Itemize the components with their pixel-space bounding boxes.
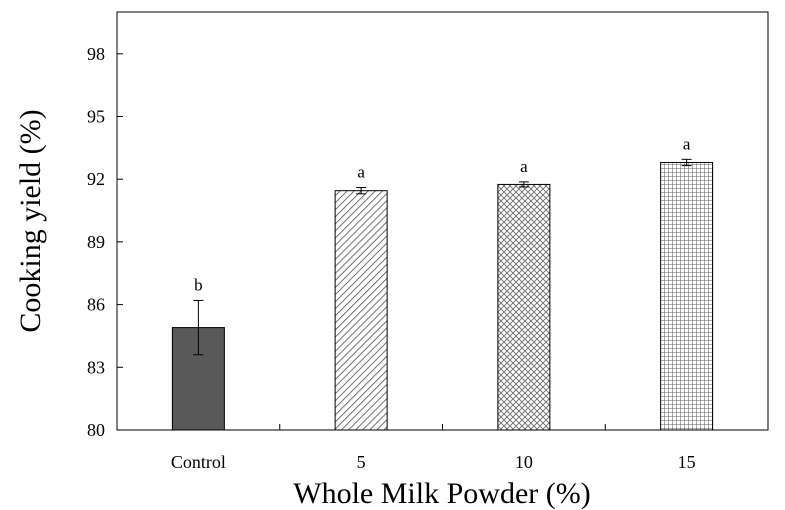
significance-letter: a — [520, 157, 528, 176]
significance-letter: b — [194, 275, 203, 294]
significance-letters: b a a a — [194, 134, 691, 294]
y-tick-label: 86 — [87, 295, 105, 315]
x-tick-label: Control — [171, 452, 226, 472]
x-axis: Control 5 10 15 — [171, 424, 696, 472]
significance-letter: a — [357, 163, 365, 182]
x-axis-title: Whole Milk Powder (%) — [293, 477, 590, 510]
error-bars — [193, 158, 692, 356]
y-axis: 80 83 86 89 92 95 98 — [87, 44, 123, 440]
bar — [334, 190, 388, 431]
y-tick-label: 92 — [87, 169, 105, 189]
x-tick-label: 10 — [515, 452, 533, 472]
bar — [497, 183, 551, 431]
y-tick-label: 83 — [87, 357, 105, 377]
y-tick-label: 80 — [87, 420, 105, 440]
y-tick-label: 89 — [87, 232, 105, 252]
significance-letter: a — [683, 134, 691, 153]
x-tick-label: 5 — [357, 452, 366, 472]
bars — [171, 161, 714, 431]
y-tick-label: 95 — [87, 107, 105, 127]
y-tick-label: 98 — [87, 44, 105, 64]
y-axis-title: Cooking yield (%) — [14, 109, 47, 332]
bar — [660, 161, 714, 431]
x-tick-label: 15 — [678, 452, 696, 472]
